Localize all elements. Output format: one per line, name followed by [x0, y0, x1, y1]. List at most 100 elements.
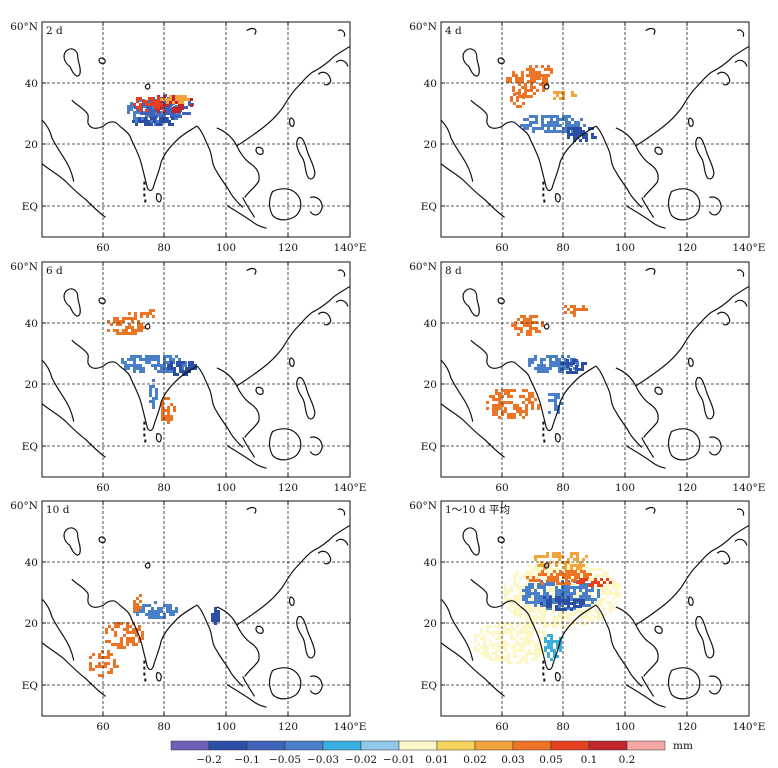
colorbar-tick-label: 0.2 [619, 754, 636, 766]
lon-tick-label: 60 [495, 721, 508, 733]
coastline [441, 267, 749, 469]
data-field [474, 552, 621, 664]
lon-tick-label: 100 [216, 721, 236, 733]
colorbar-swatch [360, 740, 400, 751]
panel-frame [440, 21, 750, 238]
colorbar-tick-label: 0.01 [425, 754, 448, 766]
colorbar-swatch [626, 740, 666, 751]
lat-tick-label: EQ [421, 680, 438, 692]
lon-tick-label: 60 [96, 482, 109, 494]
lon-tick-label: 80 [157, 242, 170, 254]
data-field [127, 94, 194, 126]
lat-tick-label: EQ [421, 441, 438, 453]
lon-tick-label: 60 [495, 482, 508, 494]
colorbar-swatch [512, 740, 552, 751]
lon-tick-label: 100 [615, 242, 635, 254]
colorbar-tick-label: 0.02 [463, 754, 486, 766]
lon-tick-label: 120 [677, 242, 697, 254]
colorbar-unit: mm [673, 740, 693, 752]
colorbar-tick-label: 0.05 [539, 754, 562, 766]
lon-tick-label: 60 [96, 242, 109, 254]
colorbar-swatch [322, 740, 362, 751]
colorbar-swatch [588, 740, 628, 751]
colorbar-tick-label: −0.01 [383, 754, 415, 766]
lat-tick-label: 60°N [10, 500, 38, 512]
data-field [486, 305, 588, 419]
lat-tick-label: 20 [424, 379, 437, 391]
lon-tick-label: 80 [157, 482, 170, 494]
panel-frame [41, 261, 351, 478]
lat-tick-label: 20 [25, 379, 38, 391]
lon-tick-label: 80 [157, 721, 170, 733]
axis-ticks [441, 22, 749, 237]
lon-tick-label: 120 [278, 482, 298, 494]
lon-tick-label: 100 [615, 721, 635, 733]
coastline [42, 506, 350, 708]
lat-tick-label: 20 [424, 139, 437, 151]
lat-tick-label: 40 [25, 78, 38, 90]
lat-tick-label: 40 [424, 557, 437, 569]
graticule [441, 262, 749, 477]
colorbar-legend: −0.2 −0.1 −0.05 −0.03 −0.02 −0.01 0.01 0.02 0.03… [170, 740, 693, 766]
lat-tick-label: EQ [22, 201, 39, 213]
lon-tick-label: 80 [556, 721, 569, 733]
lon-tick-label: 140°E [733, 721, 766, 733]
lon-tick-label: 120 [677, 721, 697, 733]
colorbar-swatch [398, 740, 438, 751]
graticule [42, 22, 350, 237]
lat-tick-label: 60°N [409, 261, 437, 273]
lon-tick-label: 60 [495, 242, 508, 254]
graticule [42, 501, 350, 716]
lat-tick-label: EQ [22, 441, 39, 453]
colorbar-swatch [436, 740, 476, 751]
axis-ticks [42, 22, 350, 237]
colorbar-tick-label: 0.03 [501, 754, 524, 766]
map-panel: 60°N 40 20 EQ 60 80 100 120 140°E 10 d [10, 500, 366, 733]
lat-tick-label: 60°N [10, 261, 38, 273]
panel-label: 10 d [46, 504, 70, 516]
map-panel: 60°N 40 20 EQ 60 80 100 120 140°E 8 d [409, 261, 765, 494]
colorbar-swatch [208, 740, 248, 751]
panel-frame [41, 500, 351, 717]
lat-tick-label: 60°N [409, 21, 437, 33]
map-panel: 60°N 40 20 EQ 60 80 100 120 140°E 2 d [10, 21, 366, 254]
lat-tick-label: 60°N [10, 21, 38, 33]
colorbar-swatch [474, 740, 514, 751]
lon-tick-label: 140°E [334, 721, 367, 733]
map-panel: 60°N 40 20 EQ 60 80 100 120 140°E 6 d [10, 261, 366, 494]
axis-ticks [42, 262, 350, 477]
panel-frame [440, 261, 750, 478]
colorbar-swatch [550, 740, 590, 751]
colorbar-swatch [246, 740, 286, 751]
lon-tick-label: 100 [216, 242, 236, 254]
panel-frame [440, 500, 750, 717]
lat-tick-label: 20 [25, 618, 38, 630]
lat-tick-label: 40 [25, 557, 38, 569]
lon-tick-label: 140°E [334, 482, 367, 494]
lat-tick-label: 40 [424, 318, 437, 330]
colorbar-tick-label: 0.1 [581, 754, 598, 766]
lon-tick-label: 100 [615, 482, 635, 494]
graticule [441, 22, 749, 237]
lon-tick-label: 140°E [334, 242, 367, 254]
graticule [441, 501, 749, 716]
coastline [441, 27, 749, 229]
lon-tick-label: 140°E [733, 242, 766, 254]
colorbar-swatch [284, 740, 324, 751]
lon-tick-label: 100 [216, 482, 236, 494]
colorbar-tick-label: −0.02 [345, 754, 377, 766]
axis-ticks [441, 262, 749, 477]
panel-label: 6 d [46, 265, 63, 277]
panel-label: 2 d [46, 25, 63, 37]
data-field [107, 309, 197, 424]
colorbar-tick-label: −0.03 [307, 754, 339, 766]
lat-tick-label: EQ [22, 680, 39, 692]
lon-tick-label: 120 [677, 482, 697, 494]
lat-tick-label: 40 [424, 78, 437, 90]
lat-tick-label: 20 [424, 618, 437, 630]
lat-tick-label: 20 [25, 139, 38, 151]
coastline [42, 27, 350, 229]
graticule [42, 262, 350, 477]
lon-tick-label: 120 [278, 242, 298, 254]
